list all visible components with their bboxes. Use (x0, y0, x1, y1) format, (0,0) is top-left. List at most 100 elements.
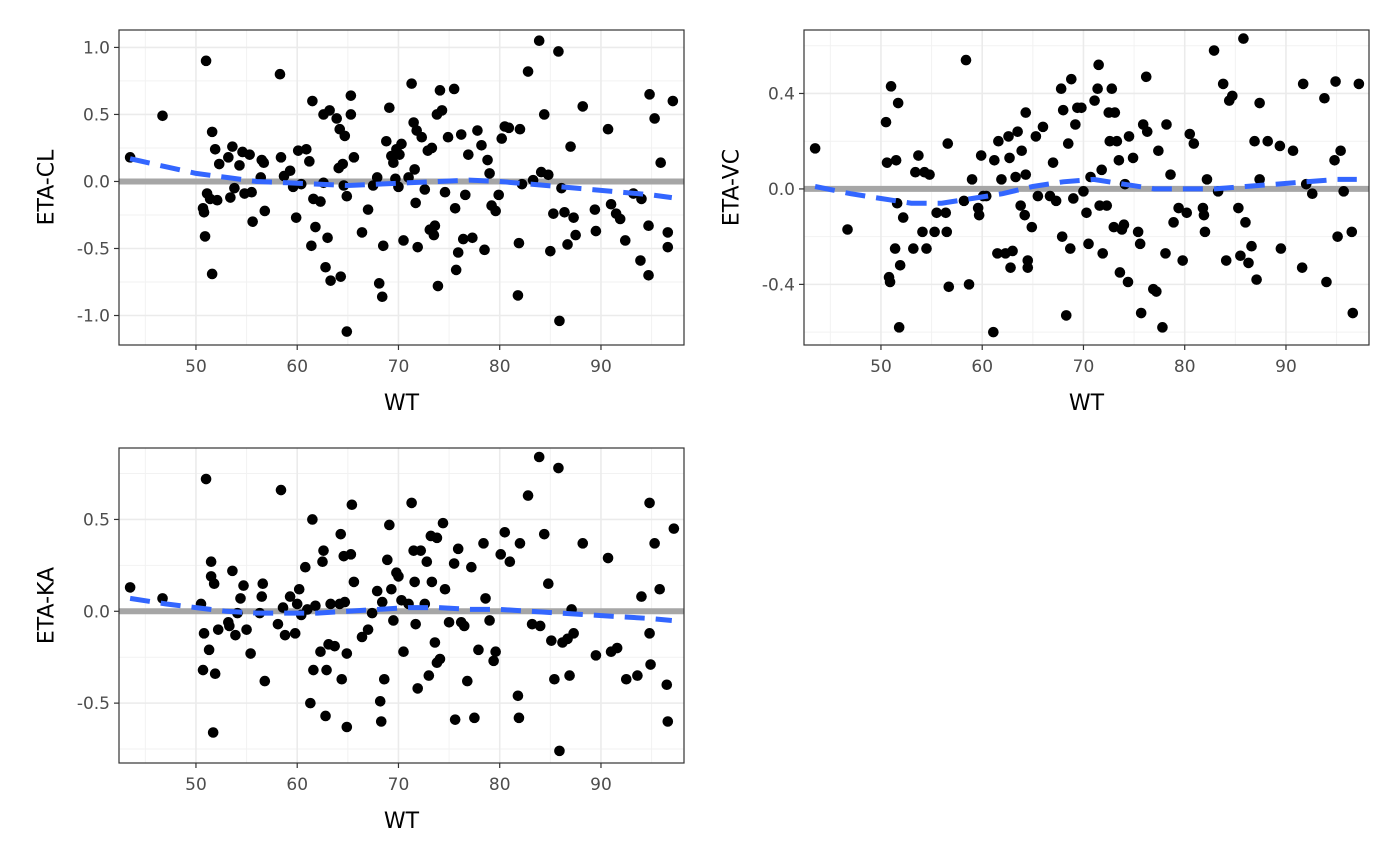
data-point (371, 172, 383, 183)
data-point (1240, 217, 1251, 228)
data-point (570, 229, 581, 241)
y-axis-title: ETA-KA (35, 567, 60, 644)
data-point (284, 165, 296, 177)
data-point (200, 55, 212, 67)
data-point (1141, 126, 1153, 137)
data-point (1020, 107, 1032, 118)
data-point (1217, 78, 1229, 90)
data-point (302, 604, 313, 615)
data-point (356, 227, 368, 238)
data-point (225, 192, 236, 203)
data-point (548, 208, 559, 219)
data-point (381, 135, 392, 147)
data-point (317, 556, 328, 567)
data-point (996, 174, 1007, 185)
data-point (1246, 240, 1257, 252)
data-point (439, 583, 451, 595)
data-point (362, 204, 374, 215)
y-axis-title: ETA-CL (35, 149, 60, 225)
data-point (1160, 248, 1171, 259)
data-point (1062, 138, 1074, 149)
data-point (341, 721, 353, 733)
data-point (1235, 250, 1246, 262)
data-point (412, 241, 424, 253)
data-point (229, 182, 240, 194)
data-point (376, 291, 388, 303)
data-point (643, 220, 654, 232)
data-point (619, 235, 631, 246)
data-point (436, 105, 448, 116)
data-point (842, 224, 853, 235)
data-point (452, 543, 464, 555)
y-tick-label: 0.0 (768, 180, 795, 200)
data-point (394, 149, 405, 160)
x-tick-label: 50 (185, 357, 207, 377)
data-point (512, 690, 524, 702)
data-point (449, 714, 461, 725)
data-point (274, 68, 286, 80)
data-point (1254, 174, 1265, 185)
data-point (484, 168, 495, 179)
data-point (1347, 307, 1359, 319)
data-point (897, 212, 909, 223)
data-point (348, 152, 360, 163)
data-point (635, 255, 646, 266)
data-point (1338, 186, 1349, 197)
data-point (410, 197, 421, 209)
data-point (1005, 262, 1016, 273)
data-point (258, 157, 270, 169)
y-tick-label: 0.5 (83, 510, 110, 530)
data-point (1127, 152, 1139, 164)
data-point (553, 46, 564, 57)
data-point (1199, 226, 1211, 238)
data-point (386, 583, 397, 595)
data-point (463, 149, 474, 160)
data-point (1262, 135, 1274, 147)
data-point (384, 519, 395, 531)
panel-eta-ka: 50 60 70 80 90 0.5 0.0 -0.5 WT ETA-KA (35, 447, 685, 834)
data-point (318, 545, 329, 556)
data-point (227, 565, 238, 577)
panel-border (803, 29, 1370, 346)
data-point (157, 110, 168, 122)
data-point (310, 221, 321, 233)
data-point (275, 152, 287, 163)
data-point (1251, 274, 1262, 285)
data-point (479, 244, 490, 256)
data-point (892, 97, 904, 109)
data-point (533, 35, 545, 47)
data-point (301, 143, 312, 155)
data-point (211, 194, 223, 206)
data-point (1070, 119, 1081, 130)
data-point (244, 149, 255, 160)
data-point (234, 160, 245, 171)
data-point (1022, 255, 1034, 266)
x-tick-label: 90 (590, 357, 612, 377)
panel-border (118, 29, 685, 346)
data-point (513, 237, 525, 249)
data-point (356, 631, 368, 643)
data-point (562, 239, 573, 250)
data-point (893, 322, 905, 333)
data-point (200, 473, 212, 485)
data-point (1297, 78, 1309, 90)
data-point (388, 157, 399, 169)
data-point (590, 650, 602, 661)
data-point (423, 670, 435, 681)
data-point (1181, 207, 1193, 219)
data-point (611, 642, 623, 654)
data-point (419, 184, 431, 195)
data-point (339, 130, 351, 142)
data-point (649, 113, 660, 124)
y-tick-label: -0.5 (77, 694, 110, 714)
data-point (205, 556, 217, 567)
data-point (393, 571, 404, 582)
data-point (1015, 200, 1026, 211)
data-point (403, 172, 414, 183)
data-point (1111, 135, 1123, 147)
data-point (543, 578, 554, 590)
smooth-trend-line (129, 156, 673, 201)
data-point (881, 157, 893, 168)
data-point (1057, 104, 1069, 116)
data-point (1030, 131, 1042, 142)
